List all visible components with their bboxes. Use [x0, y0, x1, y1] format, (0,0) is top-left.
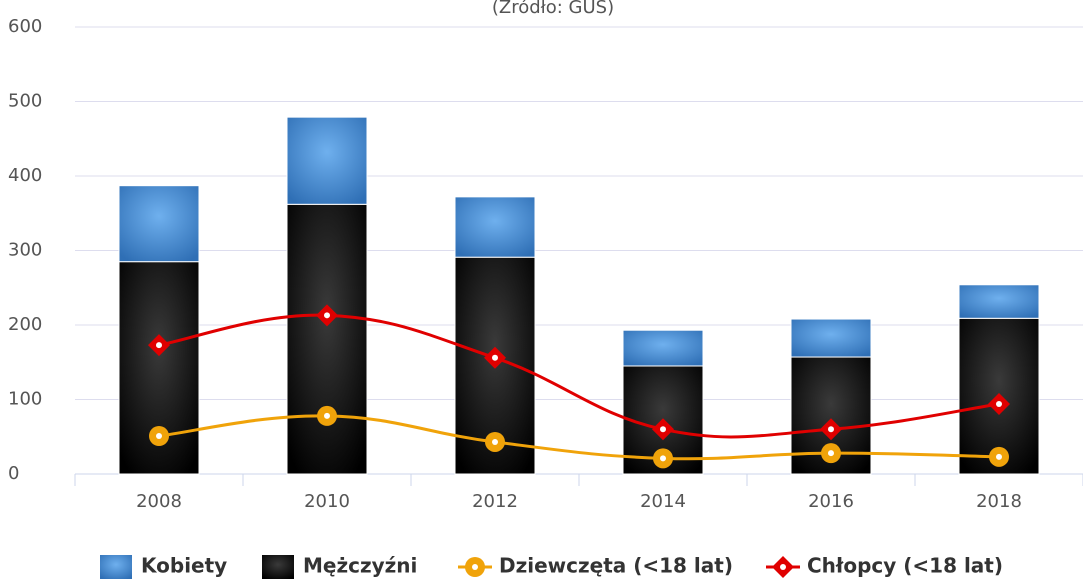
- legend-icon: [100, 555, 132, 579]
- marker-center: [324, 312, 330, 319]
- legend-label: Mężczyźni: [303, 554, 417, 578]
- y-tick-label: 300: [8, 240, 42, 261]
- marker-center: [472, 564, 478, 570]
- marker-center: [156, 342, 162, 349]
- bar-segment: [118, 185, 200, 263]
- marker-center: [660, 426, 666, 433]
- marker-center: [828, 450, 834, 457]
- marker-center: [324, 412, 330, 419]
- marker-center: [492, 438, 498, 445]
- legend-label: Kobiety: [141, 554, 227, 578]
- bar-segment: [958, 284, 1040, 319]
- legend-label: Dziewczęta (<18 lat): [499, 554, 733, 578]
- bar-segment: [286, 116, 368, 205]
- bar-segment: [622, 329, 704, 367]
- y-tick-label: 0: [8, 463, 19, 484]
- x-tick-label: 2010: [304, 491, 350, 512]
- legend-icon: [262, 555, 294, 579]
- y-tick-label: 100: [8, 389, 42, 410]
- y-tick-label: 400: [8, 165, 42, 186]
- y-tick-label: 500: [8, 91, 42, 112]
- marker-center: [780, 564, 786, 570]
- bar-segment: [790, 318, 872, 358]
- marker-center: [156, 433, 162, 440]
- marker-center: [492, 354, 498, 361]
- series-line: [158, 414, 1000, 461]
- x-tick-label: 2012: [472, 491, 518, 512]
- marker-center: [996, 453, 1002, 460]
- x-tick-label: 2008: [136, 491, 182, 512]
- marker-center: [996, 400, 1002, 407]
- x-tick-label: 2018: [976, 491, 1022, 512]
- x-tick-label: 2014: [640, 491, 686, 512]
- bar-segment: [286, 203, 368, 475]
- marker-center: [660, 455, 666, 462]
- y-tick-label: 200: [8, 314, 42, 335]
- chart-subtitle: (Źródło: GUS): [492, 0, 614, 18]
- legend-label: Chłopcy (<18 lat): [807, 554, 1003, 578]
- y-tick-label: 600: [8, 16, 42, 37]
- marker-center: [828, 426, 834, 433]
- x-tick-label: 2016: [808, 491, 854, 512]
- bar-segment: [454, 196, 536, 258]
- series-line: [158, 313, 1000, 439]
